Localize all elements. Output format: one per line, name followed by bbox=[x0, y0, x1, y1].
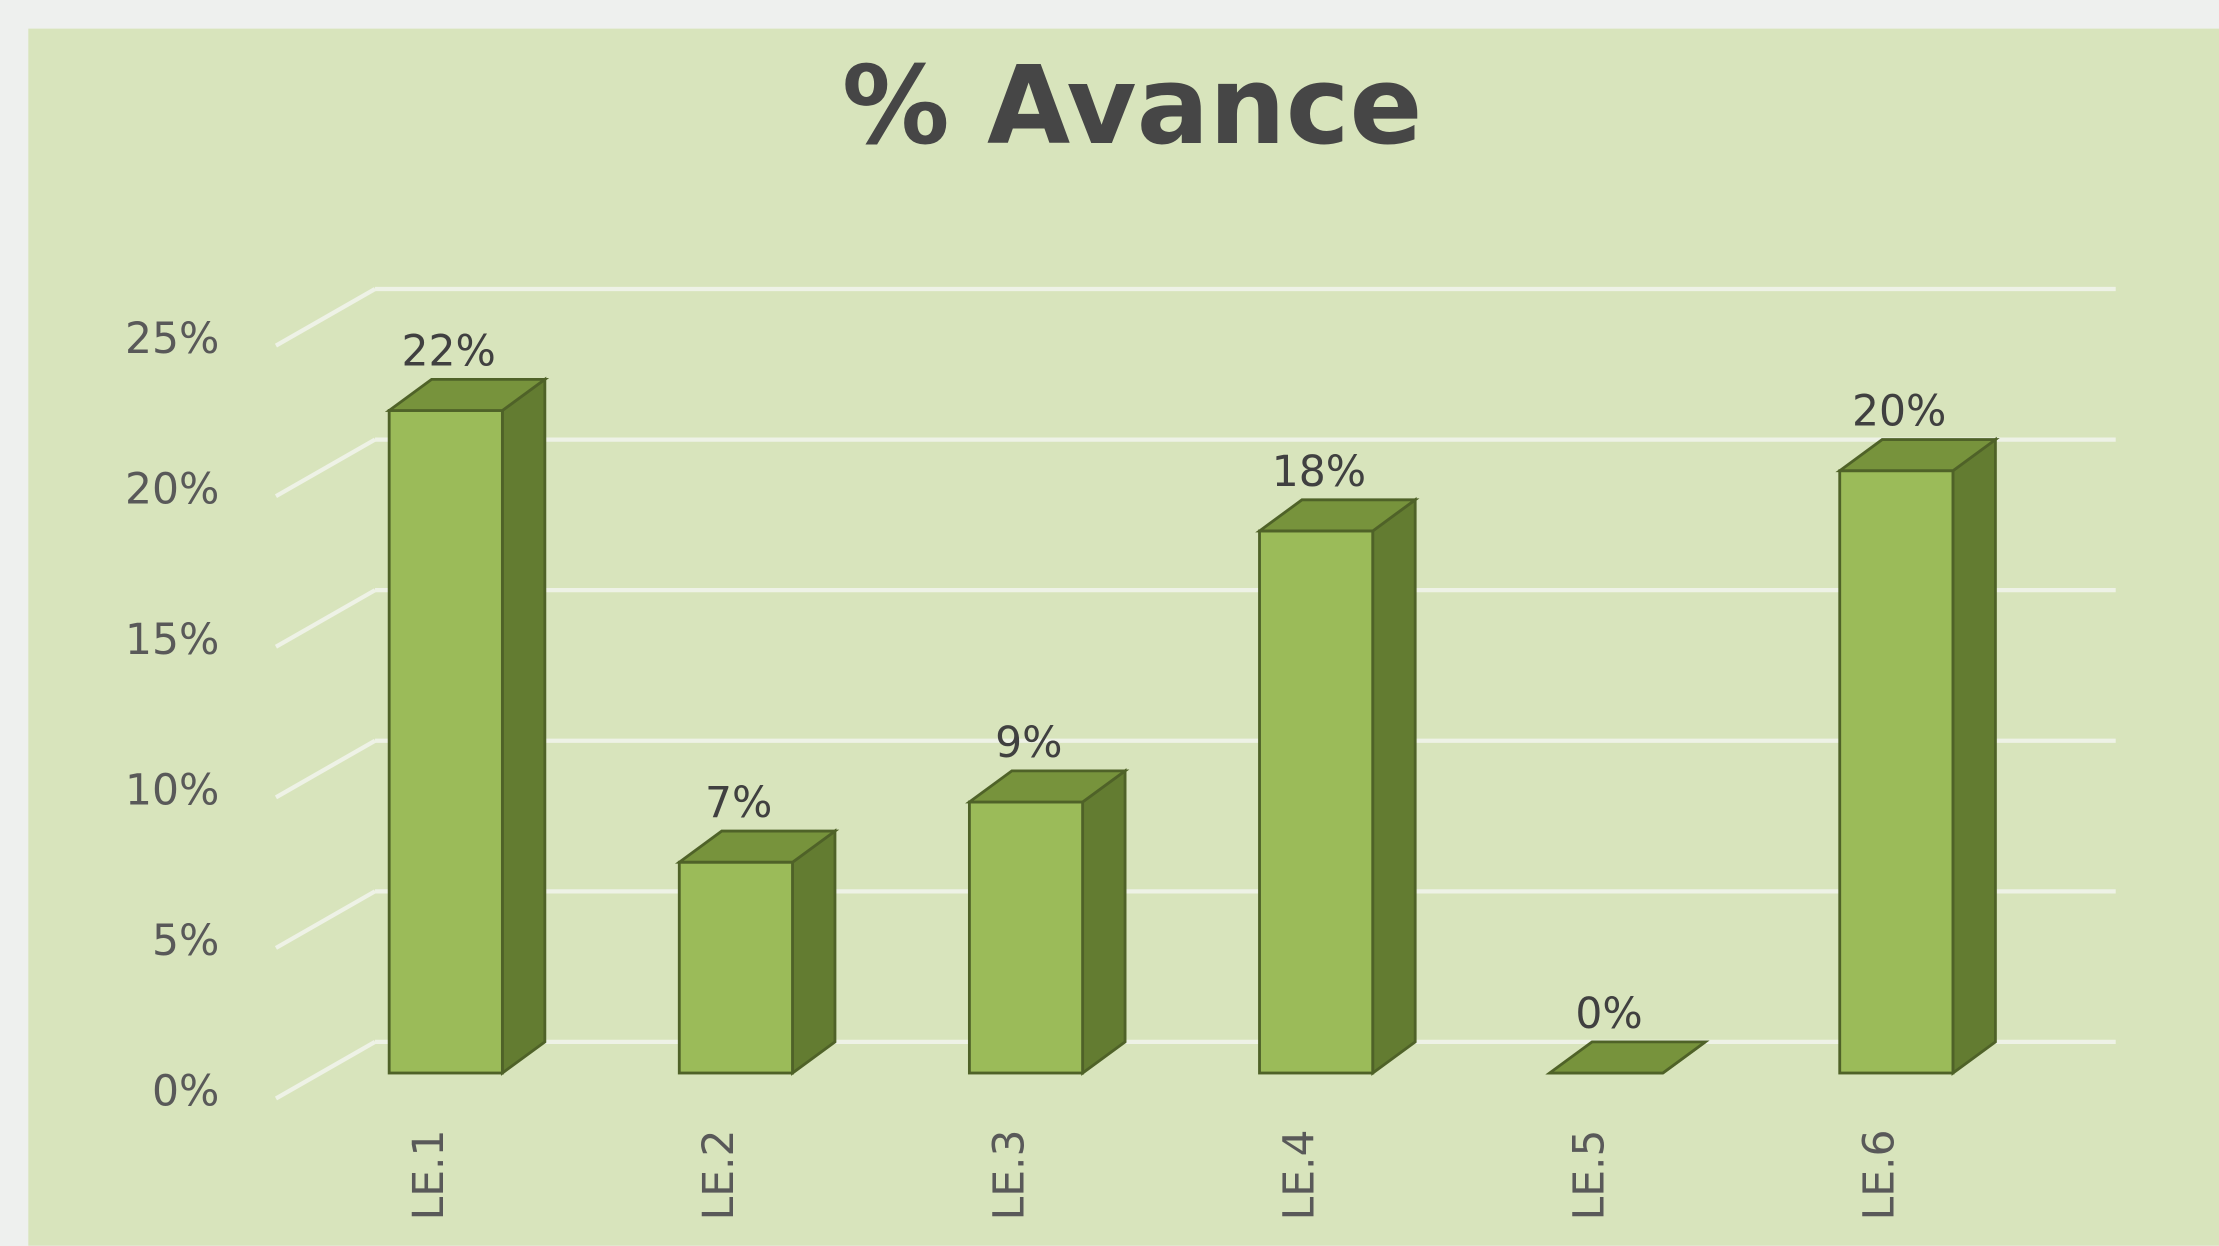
data-label: 7% bbox=[705, 779, 772, 828]
bar-top bbox=[1545, 1040, 1710, 1075]
grid-line bbox=[274, 889, 377, 950]
grid-line bbox=[274, 588, 377, 649]
x-tick-label: LE.5 bbox=[1566, 1129, 1615, 1220]
bar bbox=[677, 860, 794, 1075]
bar bbox=[1838, 469, 1955, 1075]
chart-title: % Avance bbox=[842, 44, 1423, 169]
y-tick-label: 10% bbox=[125, 767, 219, 816]
y-tick-label: 25% bbox=[125, 315, 219, 364]
bar-top bbox=[384, 377, 550, 412]
y-tick-label: 5% bbox=[152, 917, 219, 966]
bar-side bbox=[1371, 497, 1417, 1076]
data-label: 9% bbox=[995, 719, 1062, 768]
data-label: 20% bbox=[1852, 388, 1946, 437]
bar bbox=[387, 409, 504, 1075]
x-tick-label: LE.4 bbox=[1275, 1129, 1324, 1220]
grid-line bbox=[274, 287, 377, 348]
x-tick-label: LE.2 bbox=[695, 1129, 744, 1220]
y-tick-label: 15% bbox=[125, 616, 219, 665]
bar-side bbox=[500, 376, 547, 1076]
bar-side bbox=[1081, 768, 1127, 1076]
grid-line bbox=[274, 1040, 377, 1101]
y-tick-label: 0% bbox=[152, 1068, 219, 1117]
x-tick-label: LE.3 bbox=[985, 1129, 1034, 1220]
x-tick-label: LE.6 bbox=[1856, 1129, 1905, 1220]
bar bbox=[1258, 529, 1375, 1075]
bar-side bbox=[1951, 436, 1997, 1076]
grid-line bbox=[274, 738, 377, 800]
data-label: 22% bbox=[401, 327, 495, 376]
bar-side bbox=[791, 828, 837, 1076]
bar-top bbox=[674, 829, 840, 864]
data-label: 18% bbox=[1272, 448, 1366, 497]
bar-top bbox=[965, 769, 1130, 804]
data-label: 0% bbox=[1575, 990, 1642, 1039]
x-tick-label: LE.1 bbox=[405, 1129, 454, 1220]
y-tick-label: 20% bbox=[125, 465, 219, 514]
bar bbox=[967, 800, 1085, 1075]
bar-top bbox=[1255, 498, 1420, 533]
bar-top bbox=[1835, 438, 2000, 473]
grid-line bbox=[274, 437, 377, 499]
